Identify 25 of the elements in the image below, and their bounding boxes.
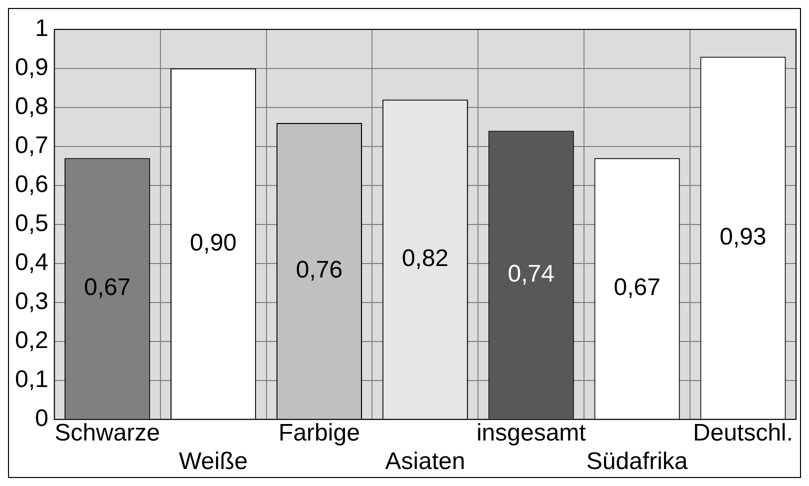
y-tick-label: 0,2 <box>14 327 48 354</box>
x-tick-label: Farbige <box>278 419 360 446</box>
data-label: 0,67 <box>614 274 660 302</box>
y-tick-label: 0,5 <box>14 210 48 238</box>
x-tick-label: Deutschl. <box>693 419 794 446</box>
y-tick-label: 0,9 <box>14 54 48 82</box>
y-tick-label: 0 <box>35 405 48 432</box>
x-tick-label: Asiaten <box>385 448 466 476</box>
y-tick-label: 0,4 <box>14 249 48 276</box>
x-tick-label: Südafrika <box>586 448 688 476</box>
y-tick-label: 0,3 <box>14 288 48 316</box>
y-tick-label: 0,7 <box>14 132 48 160</box>
x-tick-label: Schwarze <box>54 419 160 446</box>
data-label: 0,67 <box>84 274 131 302</box>
y-tick-label: 0,1 <box>14 366 48 394</box>
y-tick-label: 0,8 <box>14 93 48 120</box>
x-tick-label: insgesamt <box>476 419 586 446</box>
data-label: 0,90 <box>190 229 237 256</box>
data-label: 0,93 <box>720 223 766 250</box>
y-tick-label: 0,6 <box>14 171 48 198</box>
y-tick-label: 1 <box>35 15 48 42</box>
x-tick-label: Weiße <box>178 448 248 476</box>
data-label: 0,74 <box>508 260 554 288</box>
data-label: 0,82 <box>402 244 449 272</box>
data-label: 0,76 <box>296 256 343 284</box>
